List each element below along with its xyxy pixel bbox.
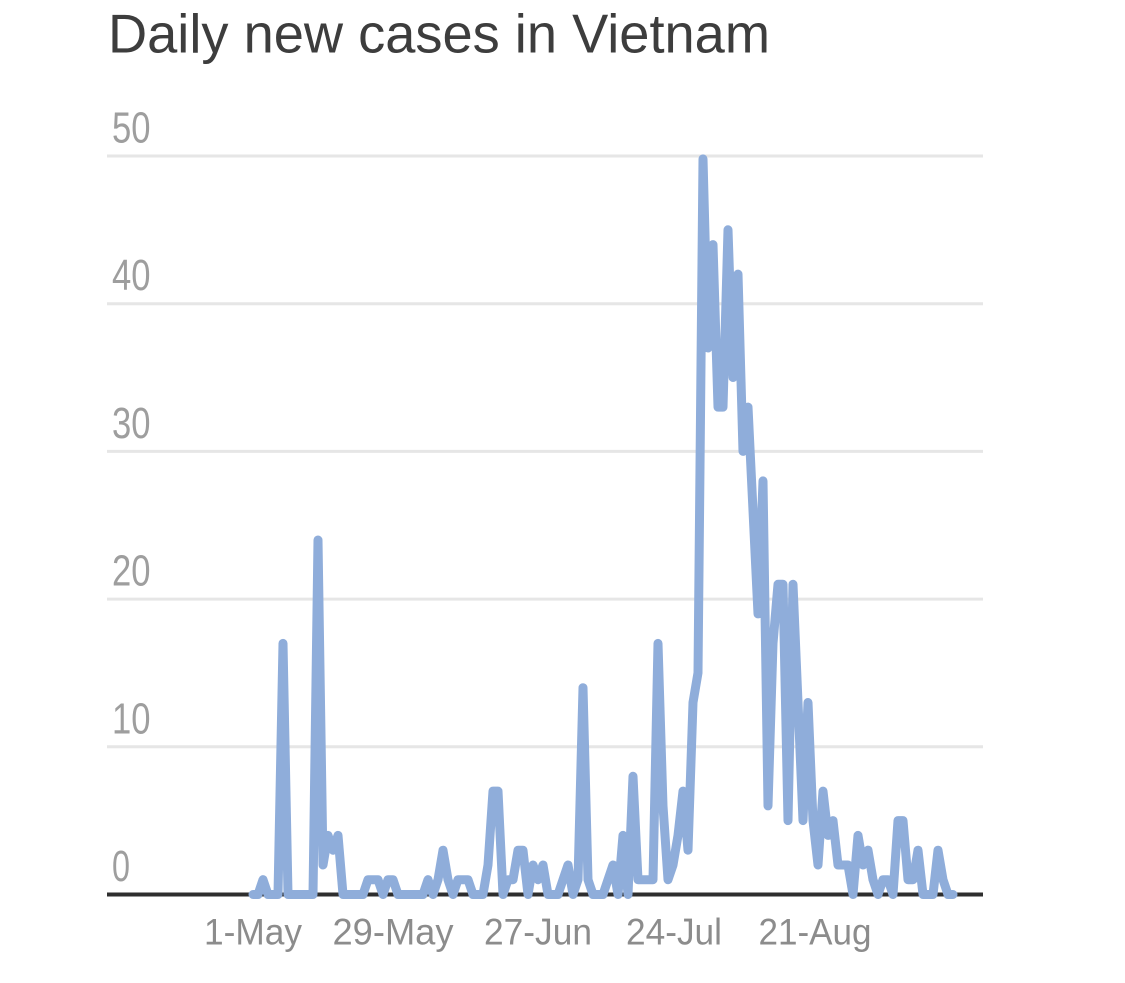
svg-text:21-Aug: 21-Aug: [759, 912, 872, 953]
svg-text:0: 0: [112, 842, 130, 891]
svg-text:30: 30: [112, 399, 151, 448]
svg-text:24-Jul: 24-Jul: [626, 912, 722, 953]
svg-text:20: 20: [112, 547, 151, 596]
svg-text:50: 50: [112, 104, 151, 153]
svg-text:10: 10: [112, 694, 151, 743]
svg-text:29-May: 29-May: [333, 912, 454, 953]
svg-text:40: 40: [112, 251, 151, 300]
svg-text:1-May: 1-May: [204, 912, 302, 953]
svg-text:27-Jun: 27-Jun: [484, 912, 592, 953]
svg-text:Daily new cases in Vietnam: Daily new cases in Vietnam: [108, 3, 770, 65]
